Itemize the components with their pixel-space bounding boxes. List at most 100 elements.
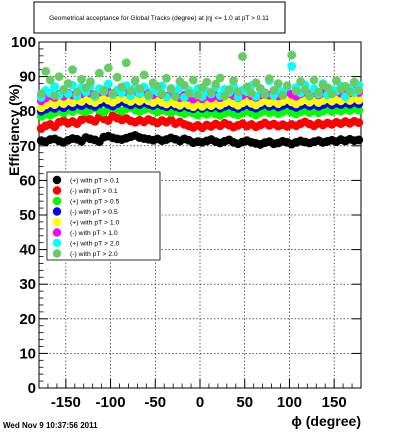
data-point [264,74,274,84]
data-point [300,85,310,95]
data-point [229,76,238,86]
y-tick-label: 80 [19,103,36,120]
title-box [33,1,286,34]
legend-entry: (+) with pT > 1.0 [52,217,120,227]
x-axis-label: ϕ (degree) [291,413,361,429]
legend-entry: (-) with pT > 0.5 [52,207,118,216]
y-tick-label: 70 [19,138,36,155]
data-point [171,92,180,102]
x-tick-label: 150 [322,394,347,411]
data-point [54,72,64,81]
y-tick-label: 20 [19,311,36,328]
data-point [108,88,118,98]
data-point [349,77,359,87]
data-point [206,88,216,97]
data-point [139,70,149,80]
x-tick-label: 0 [196,394,204,411]
data-point [45,75,55,85]
data-point [215,73,225,83]
plot-area [36,41,364,389]
data-point [103,63,113,73]
data-point [112,72,122,82]
x-tick-label: 50 [236,394,253,411]
data-point [72,87,82,97]
data-point [50,91,60,101]
data-point [238,52,247,61]
data-point [193,90,203,100]
data-point [99,86,109,95]
data-point [153,81,162,91]
legend-label: (+) with pT > 0.5 [70,199,120,206]
data-point [126,86,136,96]
x-tick-label: 100 [277,394,302,411]
legend-label: (+) with pT > 2.0 [70,241,120,248]
data-point [260,90,270,99]
data-point [233,87,243,97]
legend-marker [52,186,62,195]
legend-label: (-) with pT > 1.0 [70,230,118,237]
y-tick-labels: 0 10 20 30 40 50 60 70 80 90 100 [11,34,36,397]
legend-entry: (-) with pT > 1.0 [52,228,118,237]
legend-label: (+) with pT > 0.1 [70,178,120,185]
legend-marker [52,238,62,248]
legend-label: (-) with pT > 0.5 [70,209,118,216]
legend-entry: (+) with pT > 0.5 [52,196,120,206]
axis-ticks [39,41,361,389]
series-1 [36,131,364,149]
data-point [211,79,221,89]
y-tick-label: 50 [19,207,36,224]
legend-entry: (+) with pT > 2.0 [52,238,120,248]
data-point [202,77,212,87]
data-point [157,89,167,99]
data-point [278,90,288,100]
data-point [63,79,73,88]
y-axis-label: Efficiency (%) [6,84,22,176]
legend-entry: (+) with pT > 0.1 [52,175,120,185]
legend-entry: (-) with pT > 0.1 [52,186,118,195]
data-point [130,76,140,86]
y-tick-label: 90 [19,69,36,86]
y-tick-label: 10 [19,345,36,362]
y-tick-label: 60 [19,172,36,189]
data-point [36,89,46,99]
data-point [282,81,292,90]
data-point [345,87,355,97]
data-point [273,79,283,88]
data-point [309,75,319,85]
y-tick-label: 40 [19,242,36,259]
legend-box [46,171,161,261]
legend-marker [52,217,62,227]
data-point [269,86,279,95]
data-point [121,58,131,68]
data-point [354,118,364,128]
legend-label: (+) with pT > 1.0 [70,220,120,227]
legend-items: (+) with pT > 0.1 (-) with pT > 0.1 (+) wi… [52,175,120,258]
data-point [184,88,194,98]
data-point [162,73,171,83]
legend-marker [52,196,62,206]
data-point [166,84,176,94]
data-point [354,86,364,95]
x-tick-labels: -150 -100 -50 0 50 100 150 [51,394,347,411]
series-8 [36,50,364,102]
data-point [287,61,297,71]
data-point [291,86,301,96]
data-point [86,77,95,87]
data-point [103,79,113,89]
data-point [354,135,364,145]
data-point [94,68,104,78]
data-point [68,65,77,75]
data-point [332,76,341,86]
data-point [327,89,337,99]
data-point [354,105,364,115]
data-point [255,83,265,93]
legend-label: (-) with pT > 0.1 [70,188,118,195]
data-point [224,85,234,95]
x-tick-label: -50 [144,394,166,411]
y-tick-label: 100 [11,34,36,51]
data-point [41,67,51,76]
y-tick-label: 0 [28,380,36,397]
data-point [77,74,86,84]
data-point [179,80,189,90]
